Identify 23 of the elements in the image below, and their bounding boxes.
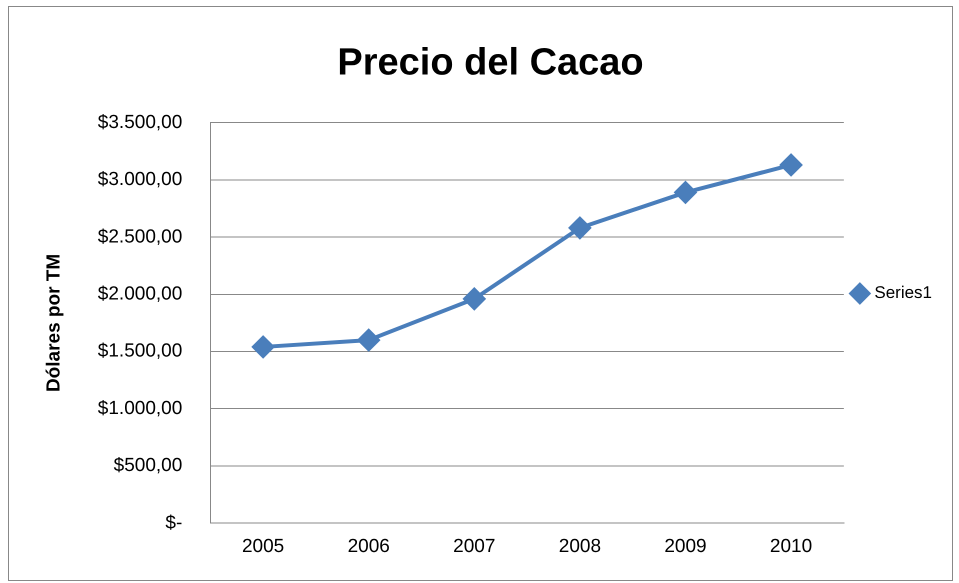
x-tick-label: 2005: [242, 536, 284, 557]
y-tick-label: $2.500,00: [98, 226, 182, 248]
legend-label: Series1: [874, 283, 932, 302]
y-tick-label: $1.000,00: [98, 398, 182, 419]
point: [674, 181, 696, 204]
point: [463, 288, 486, 310]
x-tick-label: 2007: [453, 536, 496, 557]
y-tick-label: $3.500,00: [98, 112, 182, 133]
point: [780, 154, 802, 176]
y-axis-title: Dólares por TM: [44, 254, 65, 392]
x-tick-label: 2006: [348, 536, 390, 557]
point: [358, 329, 380, 352]
y-tick-label: $3.000,00: [98, 169, 182, 190]
point: [252, 336, 274, 358]
y-tick-label: $1.500,00: [98, 340, 182, 362]
y-tick-label: $2.000,00: [98, 284, 182, 305]
y-tick-label: $500,00: [114, 455, 182, 476]
x-tick-label: 2008: [558, 536, 602, 557]
chart-title: Precio del Cacao: [337, 41, 644, 84]
y-tick-label: $-: [165, 512, 182, 534]
x-tick-label: 2009: [664, 536, 707, 557]
x-tick-label: 2010: [770, 536, 812, 557]
point: [568, 216, 591, 239]
